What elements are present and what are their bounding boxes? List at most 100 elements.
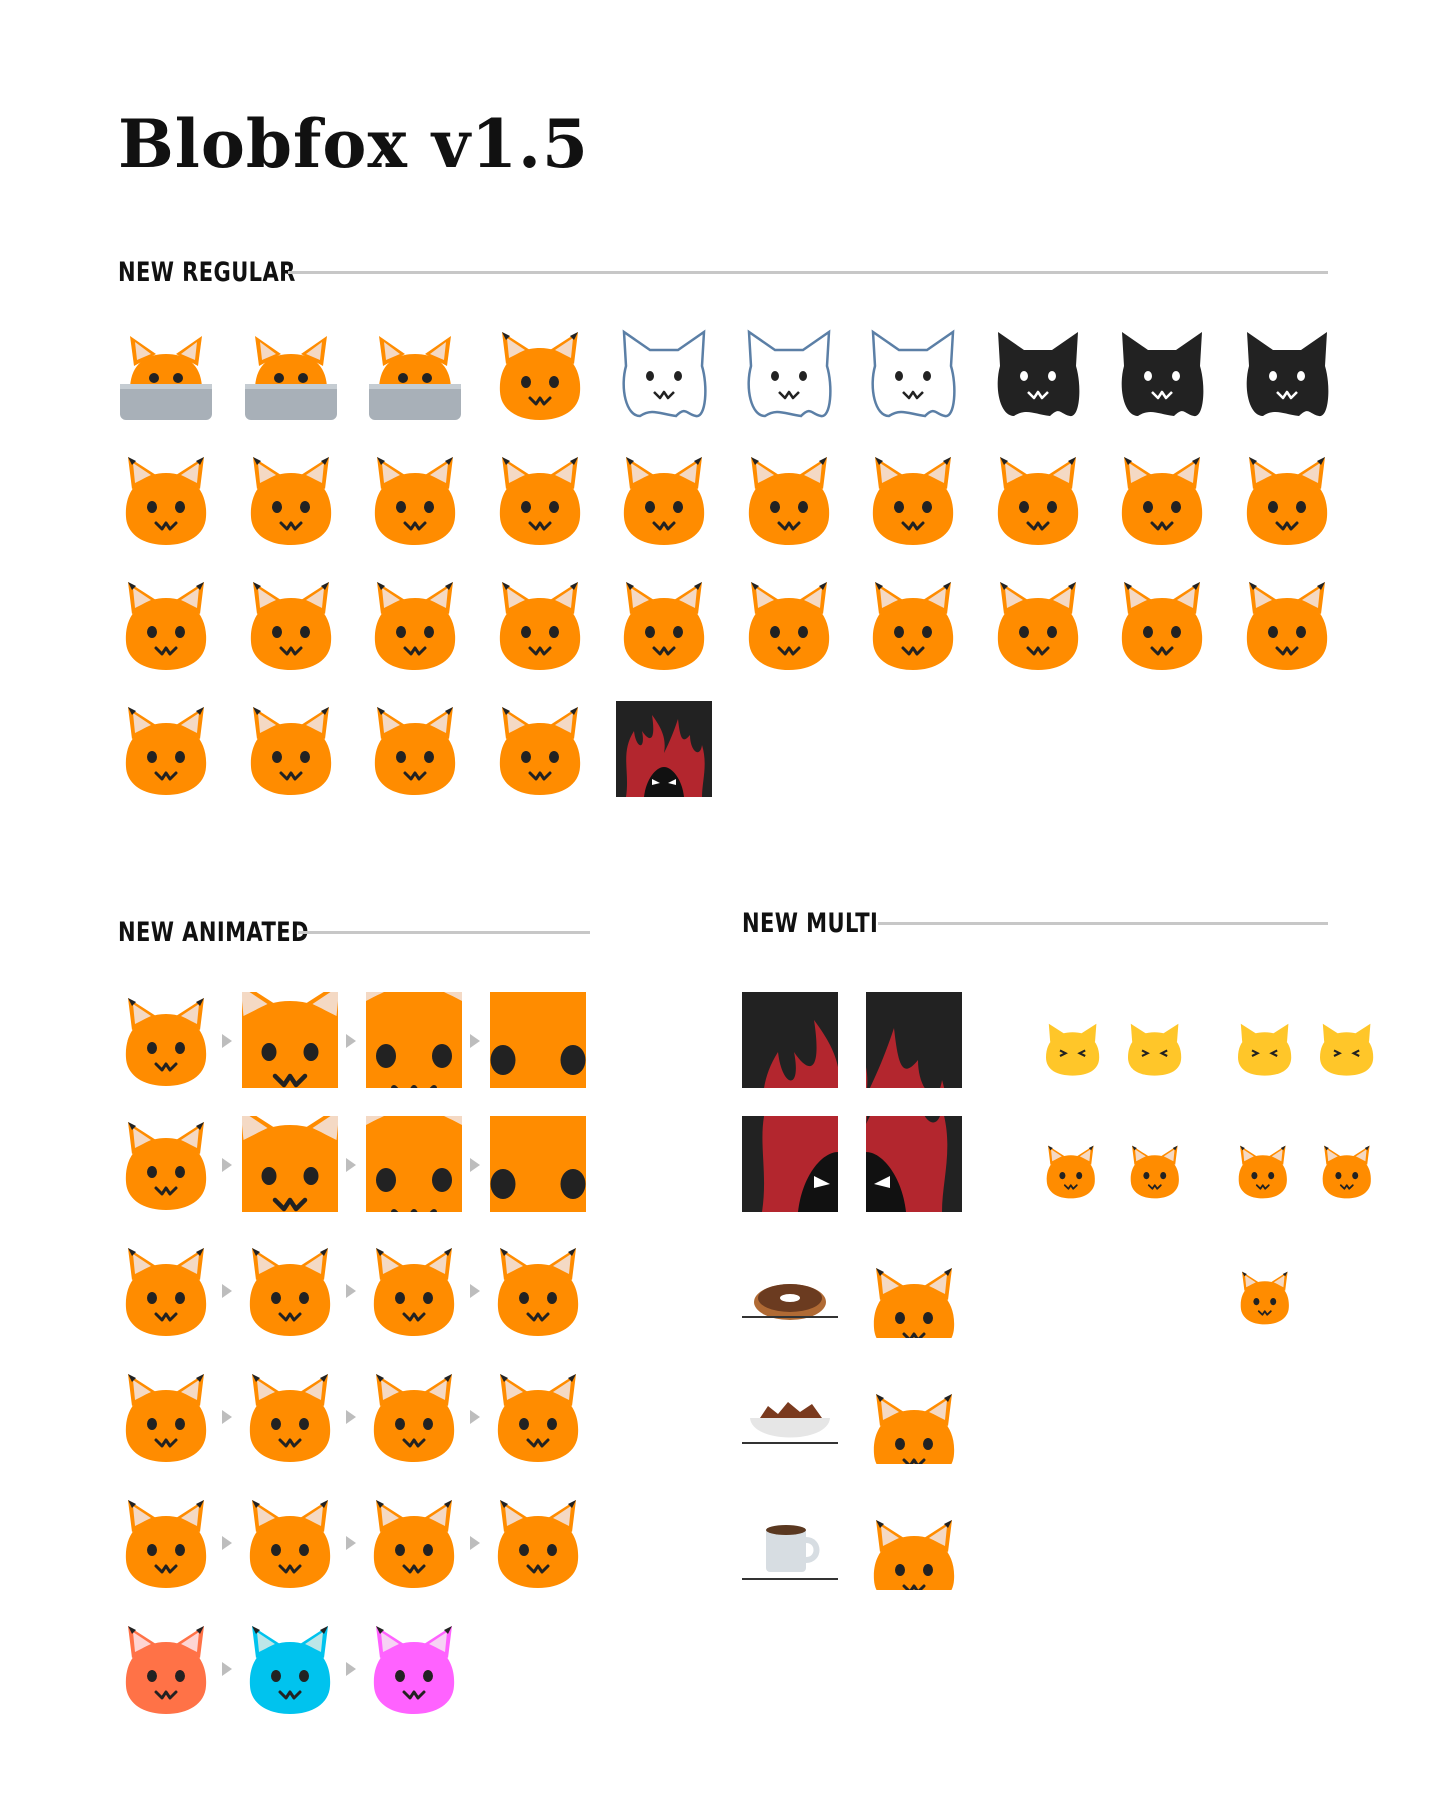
section-divider: [298, 931, 590, 934]
blobfox-vomit-icon: [118, 701, 214, 797]
frame-arrow-icon: [346, 1410, 356, 1424]
frame-arrow-icon: [346, 1284, 356, 1298]
blobfox-cat-hearts-multi-2: [1114, 1000, 1210, 1096]
blobfox-think-smug-icon: [1114, 451, 1210, 547]
section-label-multi: NEW MULTI: [742, 907, 879, 939]
section-label-regular: NEW REGULAR: [118, 256, 296, 288]
blobfox-tongue-icon: [118, 576, 214, 672]
blobfox-scream-icon: [492, 326, 588, 422]
blobfox-zoom-stare-anim-frame-1: [118, 1116, 214, 1212]
blobfox-melon-icon: [243, 451, 339, 547]
blobfox-think-anim-frame-4: [490, 1494, 586, 1590]
frame-arrow-icon: [222, 1284, 232, 1298]
blobfox-joy-icon: [741, 451, 837, 547]
frame-arrow-icon: [222, 1662, 232, 1676]
blobfox-bounce-anim-frame-1: [118, 1242, 214, 1338]
blobfox-laptop-icon: [118, 326, 214, 422]
frame-arrow-icon: [346, 1536, 356, 1550]
frame-arrow-icon: [346, 1034, 356, 1048]
blobfox-bounce-anim-frame-4: [490, 1242, 586, 1338]
blobfox-shadow-grin-icon: [990, 326, 1086, 422]
blobfox-think-eye-icon: [616, 576, 712, 672]
blobfox-tomato-icon: [118, 451, 214, 547]
blobfox-zoom-stare-anim-frame-4: [490, 1116, 586, 1212]
blobfox-coffee-anim-frame-3: [366, 1368, 462, 1464]
blobfox-fox-hearts-multi-2: [1114, 1118, 1210, 1214]
blobfox-coffee-anim-frame-1: [118, 1368, 214, 1464]
blobfox-shadow-icon: [1114, 326, 1210, 422]
blobfox-fox-hearts-multi-1: [1018, 1118, 1114, 1214]
blobfox-donut-multi-food: [742, 1242, 838, 1338]
blobfox-blush-icon: [243, 701, 339, 797]
blobfox-zoom-stare-anim-frame-3: [366, 1116, 462, 1212]
blobfox-fox-hearts-multi-5: [1236, 1244, 1332, 1340]
frame-arrow-icon: [470, 1536, 480, 1550]
blobfox-happy-icon: [367, 576, 463, 672]
blobfox-snack-multi-fox: [866, 1368, 962, 1464]
blobfox-zoom-think-anim-frame-4: [490, 992, 586, 1088]
frame-arrow-icon: [222, 1410, 232, 1424]
section-header-multi: NEW MULTI: [742, 903, 1328, 943]
frame-arrow-icon: [222, 1034, 232, 1048]
blobfox-stare-icon: [1114, 576, 1210, 672]
blobfox-coffee-multi-fox: [866, 1494, 962, 1590]
blobfox-hooray-both-icon: [990, 451, 1086, 547]
frame-arrow-icon: [222, 1158, 232, 1172]
blobfox-zoom-think-anim-frame-2: [242, 992, 338, 1088]
blobfox-ghost-fluffy-icon: [865, 326, 961, 422]
blobfox-think-anim-frame-2: [242, 1494, 338, 1590]
frame-arrow-icon: [222, 1536, 232, 1550]
blobfox-donut-multi-fox: [866, 1242, 962, 1338]
blobfox-hooray-icon: [865, 451, 961, 547]
blobfox-cat-hearts-multi-3: [1210, 1000, 1306, 1096]
blobfox-laptop-peek-icon: [243, 326, 339, 422]
blobfox-snack-multi-food: [742, 1368, 838, 1464]
blobfox-think-scared-icon: [741, 576, 837, 672]
blobfox-shadow-fluffy-icon: [1239, 326, 1335, 422]
blobfox-color-anim-frame-2: [242, 1620, 338, 1716]
blobfox-thumbsup-icon: [367, 701, 463, 797]
frame-arrow-icon: [346, 1662, 356, 1676]
blobfox-tea-icon: [990, 576, 1086, 672]
blobfox-zoom-think-anim-frame-3: [366, 992, 462, 1088]
section-header-regular: NEW REGULAR: [118, 252, 1328, 292]
blobfox-color-anim-frame-1: [118, 1620, 214, 1716]
frame-arrow-icon: [470, 1158, 480, 1172]
blobfox-coffee-anim-frame-2: [242, 1368, 338, 1464]
blobfox-flip-dizzy-icon: [492, 451, 588, 547]
blobfox-ghost-icon: [741, 326, 837, 422]
blobfox-cat-hearts-multi-4: [1306, 1000, 1402, 1096]
blobfox-thumbsdown-icon: [492, 701, 588, 797]
blobfox-eat-icon: [865, 576, 961, 672]
blobfox-flip-icon: [367, 451, 463, 547]
section-divider: [878, 922, 1328, 925]
frame-arrow-icon: [470, 1034, 480, 1048]
blobfox-deal-with-it-icon: [1239, 451, 1335, 547]
blobfox-laptop-notice-icon: [367, 326, 463, 422]
blobfox-bounce-anim-frame-3: [366, 1242, 462, 1338]
blobfox-evil-fire-multi-3: [742, 1116, 838, 1212]
blobfox-evil-fire-multi-2: [866, 992, 962, 1088]
blobfox-fox-hearts-multi-3: [1210, 1118, 1306, 1214]
blobfox-bounce-anim-frame-2: [242, 1242, 338, 1338]
blobfox-evil-fire-multi-4: [866, 1116, 962, 1212]
frame-arrow-icon: [470, 1284, 480, 1298]
blobfox-think-anim-frame-1: [118, 1494, 214, 1590]
blobfox-coffee-multi-food: [742, 1494, 838, 1590]
section-header-animated: NEW ANIMATED: [118, 912, 590, 952]
blobfox-think-anim-frame-3: [366, 1494, 462, 1590]
frame-arrow-icon: [346, 1158, 356, 1172]
frame-arrow-icon: [470, 1410, 480, 1424]
blobfox-coffee-anim-frame-4: [490, 1368, 586, 1464]
blobfox-evil-fire-multi-1: [742, 992, 838, 1088]
blobfox-fox-hearts-multi-4: [1306, 1118, 1402, 1214]
section-divider: [288, 271, 1328, 274]
page-title: Blobfox v1.5: [118, 105, 589, 183]
blobfox-confused-icon: [616, 451, 712, 547]
section-label-animated: NEW ANIMATED: [118, 916, 309, 948]
blobfox-cat-hearts-multi-1: [1018, 1000, 1114, 1096]
blobfox-heart-icon: [243, 576, 339, 672]
blobfox-zoom-think-anim-frame-1: [118, 992, 214, 1088]
blobfox-zoom-stare-anim-frame-2: [242, 1116, 338, 1212]
blobfox-ghost-grin-icon: [616, 326, 712, 422]
